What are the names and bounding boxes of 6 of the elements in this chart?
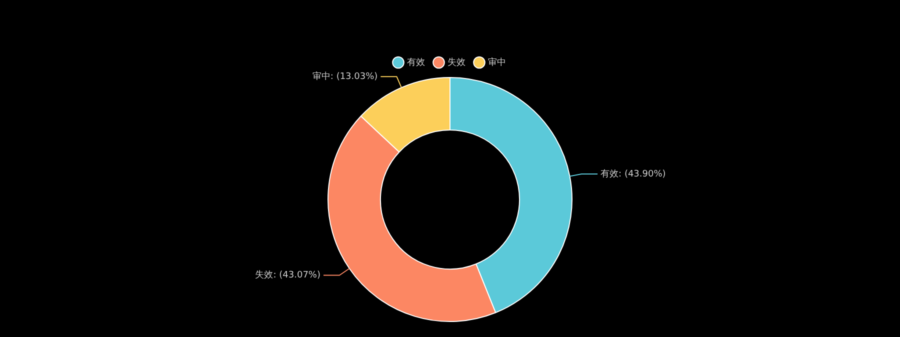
- legend-label: 有效: [406, 56, 425, 68]
- data-label: 失效: (43.07%): [255, 270, 320, 281]
- data-label: 审中: (13.03%): [312, 70, 378, 82]
- legend-label: 审中: [488, 56, 506, 68]
- legend-label: 失效: [447, 56, 466, 68]
- data-label: 有效: (43.90%): [600, 168, 666, 180]
